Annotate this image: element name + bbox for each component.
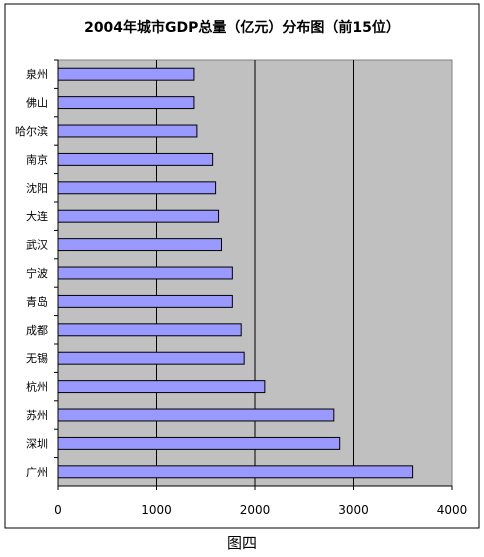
bar — [57, 408, 335, 422]
category-label: 成都 — [26, 324, 48, 337]
category-label: 武汉 — [26, 239, 48, 252]
bar — [57, 152, 214, 166]
x-tick-label: 3000 — [338, 503, 369, 517]
category-label: 泉州 — [26, 67, 48, 81]
bar — [57, 238, 223, 252]
category-label: 杭州 — [26, 380, 48, 394]
bar — [57, 67, 195, 81]
category-label: 哈尔滨 — [15, 124, 48, 138]
bar — [57, 294, 233, 308]
bar — [57, 96, 195, 110]
figure-caption: 图四 — [226, 534, 257, 552]
bar — [57, 351, 245, 365]
bar — [57, 181, 217, 195]
category-label: 宁波 — [26, 266, 48, 280]
x-tick-label: 1000 — [141, 503, 172, 517]
category-label: 广州 — [26, 466, 48, 479]
bar — [57, 124, 198, 138]
category-label: 苏州 — [26, 409, 48, 422]
x-tick-label: 2000 — [240, 503, 271, 517]
bar — [57, 465, 414, 479]
bar — [57, 436, 341, 450]
x-tick-label: 0 — [54, 503, 62, 517]
category-label: 青岛 — [26, 294, 48, 308]
category-label: 无锡 — [26, 351, 48, 365]
x-tick-label: 4000 — [437, 503, 468, 517]
bar — [57, 380, 266, 394]
bar — [57, 323, 242, 337]
category-label: 佛山 — [26, 97, 48, 110]
category-label: 南京 — [26, 152, 48, 166]
bar — [57, 266, 233, 280]
category-label: 深圳 — [26, 437, 48, 450]
category-label: 大连 — [26, 209, 48, 223]
bar — [57, 209, 220, 223]
category-label: 沈阳 — [26, 181, 48, 195]
chart-title: 2004年城市GDP总量（亿元）分布图（前15位） — [84, 19, 400, 36]
